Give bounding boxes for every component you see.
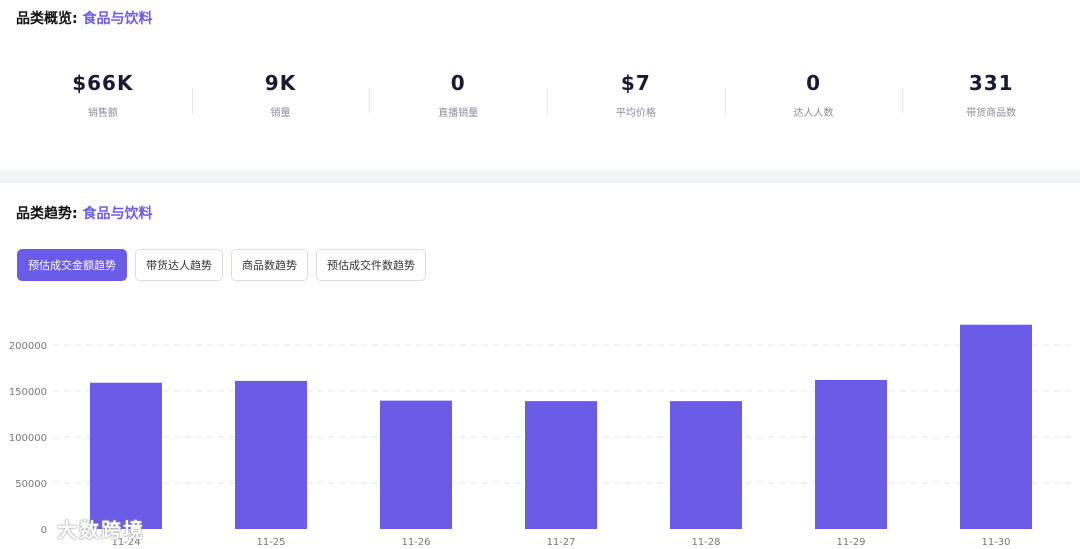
metric-value: $7	[620, 71, 651, 95]
metrics-row: $66K 销售额 9K 销量 0 直播销量 $7 平均价格 0 达人人数 331…	[14, 64, 1080, 124]
metric-average-price: $7 平均价格	[547, 64, 725, 124]
tab-product-count-trend[interactable]: 商品数趋势	[231, 249, 308, 281]
metric-value: 9K	[264, 71, 297, 95]
metric-sales-amount: $66K 销售额	[14, 64, 192, 124]
tab-estimated-units-trend[interactable]: 预估成交件数趋势	[316, 249, 426, 281]
metric-live-sales: 0 直播销量	[369, 64, 547, 124]
x-tick-label: 11-28	[691, 537, 720, 548]
y-tick-label: 0	[41, 525, 47, 536]
x-tick-label: 11-24	[111, 537, 140, 548]
metric-label: 销量	[270, 108, 291, 119]
x-tick-label: 11-26	[401, 537, 430, 548]
bar	[960, 324, 1032, 529]
y-tick-label: 200000	[9, 341, 47, 352]
watermark-text: 大数跨境	[56, 518, 145, 542]
bar	[380, 400, 452, 529]
gmv-trend-chart: 0 50000 100000 150000 200000 11-24 11-25 11-26 1…	[0, 300, 1080, 549]
metric-product-count: 331 带货商品数	[902, 64, 1080, 124]
x-tick-label: 11-30	[981, 537, 1010, 548]
tab-estimated-gmv-trend[interactable]: 预估成交金额趋势	[17, 249, 127, 281]
metric-value: $66K	[72, 71, 134, 95]
category-overview-panel: 品类概览: 食品与饮料 $66K 销售额 9K 销量 0 直播销量 $7 平均价…	[0, 0, 1080, 170]
metric-label: 直播销量	[438, 108, 479, 119]
metric-label: 平均价格	[615, 108, 656, 119]
y-tick-label: 150000	[9, 387, 47, 398]
metric-value: 0	[450, 71, 466, 95]
watermark: 大数跨境	[8, 514, 145, 543]
metric-label: 带货商品数	[966, 108, 1017, 119]
x-tick-label: 11-27	[546, 537, 575, 548]
y-tick-label: 50000	[15, 479, 47, 490]
trend-category-name: 食品与饮料	[82, 206, 153, 222]
x-tick-label: 11-29	[836, 537, 865, 548]
metric-sales-volume: 9K 销量	[191, 64, 370, 124]
section-divider	[0, 170, 1080, 183]
bar	[90, 382, 162, 529]
x-tick-label: 11-25	[256, 537, 285, 548]
metric-value: 0	[806, 71, 821, 95]
bar	[235, 380, 307, 529]
metric-creator-count: 0 达人人数	[724, 64, 903, 124]
bar	[525, 401, 597, 529]
bar	[670, 401, 742, 529]
metric-label: 达人人数	[793, 108, 834, 119]
trend-tabs: 预估成交金额趋势 带货达人趋势 商品数趋势 预估成交件数趋势	[17, 249, 426, 281]
bar-chart-svg: 0 50000 100000 150000 200000 11-24 11-25 11-26 1…	[9, 324, 1072, 548]
watermark-logo-icon	[8, 521, 48, 543]
y-tick-label: 100000	[9, 433, 47, 444]
metric-label: 销售额	[87, 108, 118, 119]
metric-value: 331	[968, 71, 1014, 95]
trend-title: 品类趋势: 食品与饮料	[16, 206, 153, 222]
overview-title: 品类概览: 食品与饮料	[16, 11, 153, 27]
overview-category-name: 食品与饮料	[82, 11, 153, 27]
bar	[815, 379, 887, 529]
tab-creator-trend[interactable]: 带货达人趋势	[135, 249, 223, 281]
